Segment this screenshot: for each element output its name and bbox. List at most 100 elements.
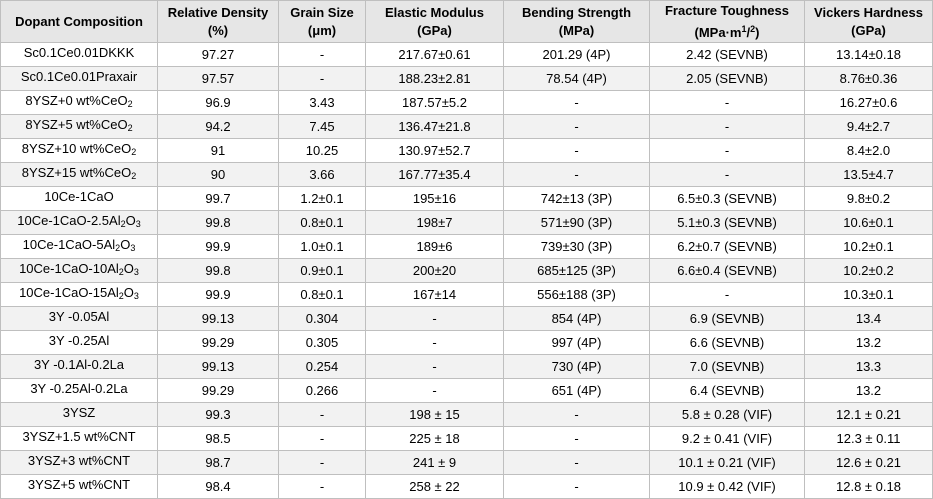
bending-strength-cell: 571±90 (3P) xyxy=(503,210,650,235)
vickers-hardness-cell: 8.76±0.36 xyxy=(804,66,933,91)
header-vickers-hardness: Vickers Hardness (GPa) xyxy=(804,0,933,43)
header-row: Dopant Composition Relative Density (%) … xyxy=(0,0,933,43)
relative-density-cell: 97.27 xyxy=(157,42,279,67)
header-elastic-modulus: Elastic Modulus (GPa) xyxy=(365,0,504,43)
grain-size-cell: - xyxy=(278,66,366,91)
header-label: Relative Density xyxy=(167,4,269,20)
grain-size-cell: 10.25 xyxy=(278,138,366,163)
header-label: Elastic Modulus xyxy=(385,4,484,20)
fracture-toughness-cell: 10.9 ± 0.42 (VIF) xyxy=(649,474,805,499)
grain-size-cell: 0.266 xyxy=(278,378,366,403)
header-dopant-composition: Dopant Composition xyxy=(0,0,158,43)
fracture-toughness-cell: - xyxy=(649,90,805,115)
header-unit: (μm) xyxy=(307,22,337,38)
bending-strength-cell: 854 (4P) xyxy=(503,306,650,331)
vickers-hardness-cell: 10.2±0.2 xyxy=(804,258,933,283)
vickers-hardness-cell: 8.4±2.0 xyxy=(804,138,933,163)
relative-density-cell: 98.7 xyxy=(157,450,279,475)
table-row: 3Y -0.25Al-0.2La 99.29 0.266-651 (4P) 6.4 (… xyxy=(0,378,933,403)
header-unit: (MPa·m1/2) xyxy=(694,23,760,40)
vickers-hardness-cell: 13.3 xyxy=(804,354,933,379)
table-row: 8YSZ+5 wt%CeO2 94.2 7.45 136.47±21.8- -9.4±2… xyxy=(0,114,933,139)
bending-strength-cell: 997 (4P) xyxy=(503,330,650,355)
dopant-composition-cell: 10Ce-1CaO-15Al2O3 xyxy=(0,282,158,307)
elastic-modulus-cell: 258 ± 22 xyxy=(365,474,504,499)
table-row: Sc0.1Ce0.01DKKK 97.27-217.67±0.61 201.29 (… xyxy=(0,42,933,67)
vickers-hardness-cell: 13.5±4.7 xyxy=(804,162,933,187)
fracture-toughness-cell: - xyxy=(649,114,805,139)
header-label: Dopant Composition xyxy=(15,13,143,29)
relative-density-cell: 94.2 xyxy=(157,114,279,139)
table-row: 10Ce-1CaO-10Al2O3 99.8 0.9±0.1 200±20 685±12… xyxy=(0,258,933,283)
header-fracture-toughness: Fracture Toughness (MPa·m1/2) xyxy=(649,0,805,43)
vickers-hardness-cell: 12.6 ± 0.21 xyxy=(804,450,933,475)
vickers-hardness-cell: 9.4±2.7 xyxy=(804,114,933,139)
dopant-composition-cell: 10Ce-1CaO-2.5Al2O3 xyxy=(0,210,158,235)
relative-density-cell: 99.9 xyxy=(157,282,279,307)
fracture-toughness-cell: 6.6±0.4 (SEVNB) xyxy=(649,258,805,283)
fracture-toughness-cell: 2.42 (SEVNB) xyxy=(649,42,805,67)
vickers-hardness-cell: 10.2±0.1 xyxy=(804,234,933,259)
bending-strength-cell: 78.54 (4P) xyxy=(503,66,650,91)
header-label: Fracture Toughness xyxy=(664,2,789,18)
vickers-hardness-cell: 12.8 ± 0.18 xyxy=(804,474,933,499)
header-unit: (GPa) xyxy=(851,22,886,38)
table-row: 3YSZ+3 wt%CNT 98.7-241 ± 9-10.1 ± 0.21 (V… xyxy=(0,450,933,475)
elastic-modulus-cell: 189±6 xyxy=(365,234,504,259)
bending-strength-cell: 739±30 (3P) xyxy=(503,234,650,259)
elastic-modulus-cell: 225 ± 18 xyxy=(365,426,504,451)
dopant-composition-cell: 8YSZ+15 wt%CeO2 xyxy=(0,162,158,187)
grain-size-cell: 0.9±0.1 xyxy=(278,258,366,283)
relative-density-cell: 99.13 xyxy=(157,306,279,331)
bending-strength-cell: 685±125 (3P) xyxy=(503,258,650,283)
table-row: 8YSZ+0 wt%CeO2 96.9 3.43 187.57±5.2- -16.27±… xyxy=(0,90,933,115)
relative-density-cell: 99.8 xyxy=(157,210,279,235)
grain-size-cell: 7.45 xyxy=(278,114,366,139)
grain-size-cell: - xyxy=(278,42,366,67)
dopant-composition-cell: 3Y -0.05Al xyxy=(0,306,158,331)
relative-density-cell: 90 xyxy=(157,162,279,187)
vickers-hardness-cell: 10.3±0.1 xyxy=(804,282,933,307)
relative-density-cell: 98.4 xyxy=(157,474,279,499)
elastic-modulus-cell: 136.47±21.8 xyxy=(365,114,504,139)
elastic-modulus-cell: - xyxy=(365,330,504,355)
bending-strength-cell: - xyxy=(503,426,650,451)
grain-size-cell: 3.66 xyxy=(278,162,366,187)
header-label: Vickers Hardness xyxy=(814,4,923,20)
fracture-toughness-cell: - xyxy=(649,138,805,163)
dopant-composition-cell: Sc0.1Ce0.01DKKK xyxy=(0,42,158,67)
table-row: 3YSZ+5 wt%CNT 98.4-258 ± 22-10.9 ± 0.42 (… xyxy=(0,474,933,499)
dopant-composition-cell: 3Y -0.25Al xyxy=(0,330,158,355)
grain-size-cell: - xyxy=(278,474,366,499)
grain-size-cell: 0.305 xyxy=(278,330,366,355)
table-row: 3YSZ+1.5 wt%CNT 98.5-225 ± 18-9.2 ± 0.41 … xyxy=(0,426,933,451)
fracture-toughness-cell: 9.2 ± 0.41 (VIF) xyxy=(649,426,805,451)
dopant-composition-cell: 8YSZ+10 wt%CeO2 xyxy=(0,138,158,163)
vickers-hardness-cell: 13.2 xyxy=(804,378,933,403)
dopant-composition-cell: Sc0.1Ce0.01Praxair xyxy=(0,66,158,91)
table-row: Sc0.1Ce0.01Praxair 97.57-188.23±2.81 78.54… xyxy=(0,66,933,91)
table-row: 3Y -0.1Al-0.2La 99.13 0.254-730 (4P) 7.0 (S… xyxy=(0,354,933,379)
header-unit: (MPa) xyxy=(558,22,595,38)
fracture-toughness-cell: 6.4 (SEVNB) xyxy=(649,378,805,403)
dopant-composition-cell: 10Ce-1CaO xyxy=(0,186,158,211)
vickers-hardness-cell: 16.27±0.6 xyxy=(804,90,933,115)
relative-density-cell: 99.9 xyxy=(157,234,279,259)
relative-density-cell: 91 xyxy=(157,138,279,163)
elastic-modulus-cell: 167.77±35.4 xyxy=(365,162,504,187)
fracture-toughness-cell: - xyxy=(649,162,805,187)
table-row: 10Ce-1CaO-5Al2O3 99.9 1.0±0.1 189±6 739±30 (… xyxy=(0,234,933,259)
fracture-toughness-cell: 6.2±0.7 (SEVNB) xyxy=(649,234,805,259)
vickers-hardness-cell: 10.6±0.1 xyxy=(804,210,933,235)
table-row: 10Ce-1CaO 99.7 1.2±0.1 195±16 742±13 (3P) 6.5… xyxy=(0,186,933,211)
table-row: 3YSZ 99.3-198 ± 15-5.8 ± 0.28 (VIF) 12.1 ±… xyxy=(0,402,933,427)
fracture-toughness-cell: 5.8 ± 0.28 (VIF) xyxy=(649,402,805,427)
bending-strength-cell: 742±13 (3P) xyxy=(503,186,650,211)
table-row: 3Y -0.25Al 99.29 0.305-997 (4P) 6.6 (SEVNB)… xyxy=(0,330,933,355)
fracture-toughness-cell: 6.9 (SEVNB) xyxy=(649,306,805,331)
table-row: 10Ce-1CaO-2.5Al2O3 99.8 0.8±0.1 198±7 571±90… xyxy=(0,210,933,235)
relative-density-cell: 96.9 xyxy=(157,90,279,115)
header-unit: (%) xyxy=(207,22,229,38)
dopant-composition-cell: 8YSZ+5 wt%CeO2 xyxy=(0,114,158,139)
